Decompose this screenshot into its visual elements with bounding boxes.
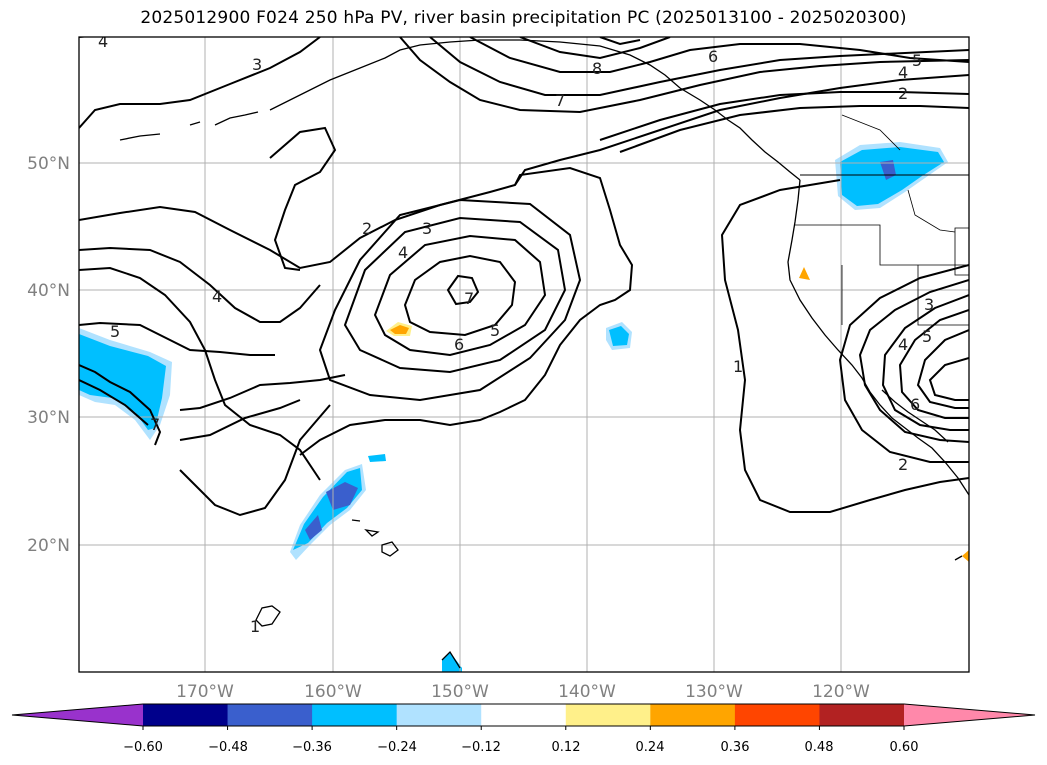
contour-label: 4: [898, 63, 908, 82]
contour-label: 7: [555, 91, 565, 110]
colorbar-segment: [396, 704, 482, 726]
precip-region-small1: [368, 454, 386, 462]
precip-region-mid-core: [609, 326, 629, 346]
colorbar-tick-labels: −0.60 −0.48 −0.36 −0.24 −0.12 0.12 0.24 …: [123, 740, 918, 755]
contour-label: 5: [490, 321, 500, 340]
colorbar-tick-label: 0.48: [805, 740, 834, 755]
contour-label: 4: [898, 335, 908, 354]
contour-label: 6: [708, 47, 718, 66]
contour-label: 7: [464, 289, 474, 308]
lon-label: 170°W: [176, 682, 234, 702]
colorbar-tick-label: −0.60: [123, 740, 163, 755]
lon-label: 130°W: [685, 682, 743, 702]
contour-label: 4: [98, 32, 108, 51]
contour-label: 7: [150, 415, 160, 434]
contour-label: 1: [733, 357, 743, 376]
lon-labels: 170°W 160°W 150°W 140°W 130°W 120°W: [176, 682, 870, 702]
map-frame: [78, 36, 970, 673]
colorbar-tick-label: −0.48: [208, 740, 248, 755]
contour-label: 2: [898, 455, 908, 474]
colorbar-extend-min: [12, 704, 143, 726]
precip-region-hawaii-strong: [326, 482, 358, 510]
colorbar-segment: [650, 704, 736, 726]
contour-label: 2: [362, 219, 372, 238]
contour-label: 4: [398, 243, 408, 262]
lat-label: 50°N: [27, 154, 70, 174]
lon-label: 140°W: [558, 682, 616, 702]
precip-region-south: [442, 652, 462, 672]
lon-label: 120°W: [812, 682, 870, 702]
colorbar-tick-label: −0.12: [461, 740, 501, 755]
colorbar-tick-label: −0.36: [292, 740, 332, 755]
colorbar-segment: [312, 704, 398, 726]
contour-label: 3: [924, 295, 934, 314]
lat-labels: 20°N 30°N 40°N 50°N: [27, 154, 70, 556]
contour-label: 3: [252, 55, 262, 74]
lat-label: 30°N: [27, 408, 70, 428]
colorbar-segment: [565, 704, 651, 726]
contour-label: 3: [422, 219, 432, 238]
colorbar-tick-label: 0.36: [721, 740, 750, 755]
contour-label: 6: [454, 335, 464, 354]
colorbar-tick-label: 0.12: [552, 740, 581, 755]
precip-region-pos1-core: [390, 325, 409, 334]
colorbar-segment: [819, 704, 905, 726]
contour-label: 5: [922, 327, 932, 346]
contour-label: 5: [110, 322, 120, 341]
contour-label: 4: [212, 287, 222, 306]
contour-labels: 4 3 8 6 5 4 2 7 2 3 4 4 5 7 6 5 1 3 4 5 …: [98, 32, 934, 636]
colorbar-tick-label: 0.24: [636, 740, 665, 755]
lon-label: 160°W: [304, 682, 362, 702]
precip-region-hawaii-strong2: [305, 515, 322, 540]
contour-label: 2: [898, 84, 908, 103]
contour-label: 6: [910, 395, 920, 414]
contour-label: 5: [912, 51, 922, 70]
precip-region-pos2: [799, 267, 810, 280]
coastlines: [119, 39, 969, 669]
colorbar-segment: [227, 704, 313, 726]
map-area: 4 3 8 6 5 4 2 7 2 3 4 4 5 7 6 5 1 3 4 5 …: [79, 32, 969, 672]
colorbar-segment: [734, 704, 820, 726]
colorbar-tick-label: 0.60: [890, 740, 919, 755]
contour-label: 8: [592, 59, 602, 78]
colorbar-segment: [481, 704, 567, 726]
lon-label: 150°W: [431, 682, 489, 702]
precip-region-pos3: [962, 550, 969, 562]
pv-contours: [79, 37, 969, 517]
contour-label: 1: [250, 617, 260, 636]
colorbar-segment: [143, 704, 229, 726]
lat-label: 20°N: [27, 536, 70, 556]
colorbar-extend-max: [904, 704, 1035, 726]
colorbar: [11, 703, 1036, 730]
map-title: 2025012900 F024 250 hPa PV, river basin …: [140, 8, 907, 28]
colorbar-tick-label: −0.24: [377, 740, 417, 755]
precip-shading: [79, 142, 969, 672]
lat-label: 40°N: [27, 281, 70, 301]
